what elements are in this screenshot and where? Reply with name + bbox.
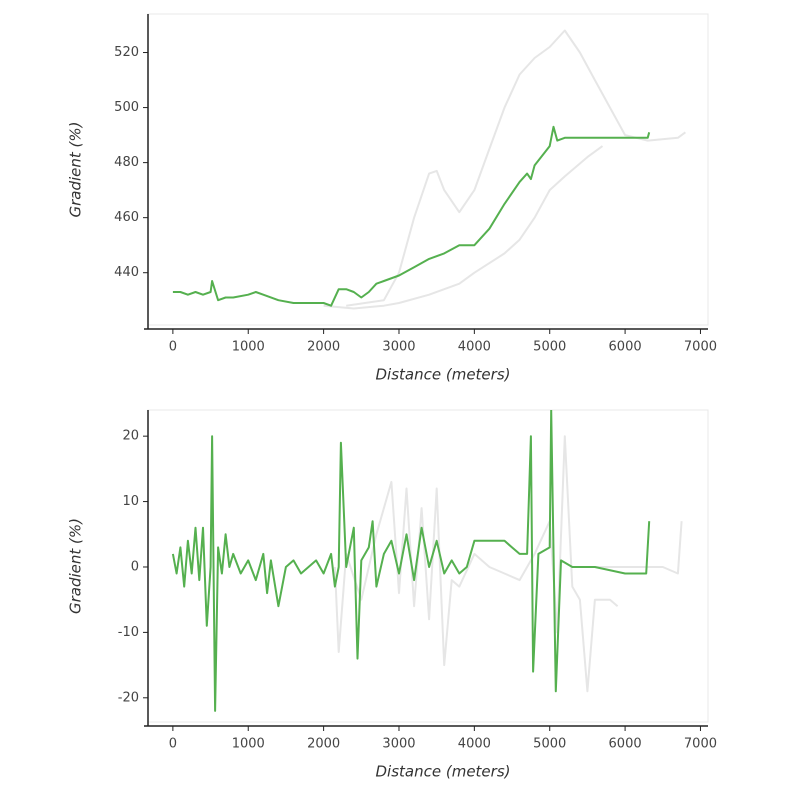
y-tick-label: 10 <box>122 494 139 509</box>
y-tick-label: 440 <box>114 265 139 280</box>
x-tick-label: 6000 <box>609 737 642 752</box>
x-tick-label: 7000 <box>684 340 717 355</box>
data-line <box>594 521 683 575</box>
y-tick-label: -20 <box>118 690 139 705</box>
y-tick-label: 480 <box>114 155 139 170</box>
x-tick-label: 2000 <box>307 737 340 752</box>
x-tick-label: 2000 <box>307 340 340 355</box>
x-tick-label: 5000 <box>533 737 566 752</box>
y-axis-label: Gradient (%) <box>67 518 85 614</box>
x-axis-label: Distance (meters) <box>376 763 511 781</box>
x-tick-label: 0 <box>169 737 177 752</box>
data-line <box>323 145 604 310</box>
x-tick-label: 3000 <box>382 737 415 752</box>
y-tick-label: 460 <box>114 210 139 225</box>
x-tick-label: 3000 <box>382 340 415 355</box>
x-tick-label: 4000 <box>458 340 491 355</box>
data-line <box>171 410 651 712</box>
x-tick-label: 7000 <box>684 737 717 752</box>
y-axis-label: Gradient (%) <box>67 121 85 217</box>
x-axis-label: Distance (meters) <box>376 366 511 384</box>
x-tick-label: 1000 <box>232 340 265 355</box>
y-tick-label: -10 <box>118 625 139 640</box>
data-line <box>172 125 651 307</box>
x-tick-label: 6000 <box>609 340 642 355</box>
x-tick-label: 0 <box>169 340 177 355</box>
y-tick-label: 20 <box>122 429 139 444</box>
data-line <box>346 29 686 307</box>
x-tick-label: 4000 <box>458 737 491 752</box>
data-line <box>333 435 619 693</box>
x-tick-label: 5000 <box>533 340 566 355</box>
plot-frame <box>147 13 709 326</box>
y-tick-label: 520 <box>114 45 139 60</box>
x-tick-label: 1000 <box>232 737 265 752</box>
y-tick-label: 0 <box>131 559 139 574</box>
y-tick-label: 500 <box>114 100 139 115</box>
